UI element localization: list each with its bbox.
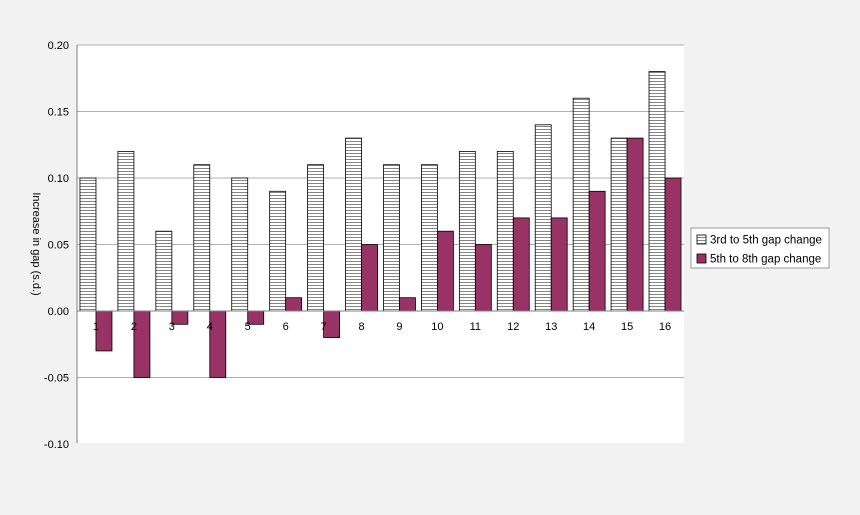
x-tick-label: 3 bbox=[169, 321, 175, 333]
bars bbox=[79, 71, 682, 378]
x-tick-label: 7 bbox=[321, 321, 327, 333]
y-tick-label: 0.00 bbox=[48, 306, 69, 318]
bar-3rd-to-5th bbox=[269, 190, 287, 312]
bar-3rd-to-5th bbox=[648, 71, 666, 312]
bar-5th-to-8th bbox=[550, 217, 568, 312]
bar-3rd-to-5th bbox=[231, 177, 249, 312]
x-tick-label: 13 bbox=[545, 321, 557, 333]
x-tick-label: 1 bbox=[93, 321, 99, 333]
bar-3rd-to-5th bbox=[79, 177, 97, 312]
x-tick-label: 2 bbox=[131, 321, 137, 333]
legend-box bbox=[690, 227, 830, 269]
legend-swatch bbox=[696, 234, 707, 245]
bar-3rd-to-5th bbox=[155, 230, 173, 312]
x-axis-ticks: 1 2 3 4 5 6 7 8 9 10 11 12 13 14 15 16 bbox=[77, 310, 684, 333]
bar-5th-to-8th bbox=[361, 244, 378, 312]
bar-3rd-to-5th bbox=[117, 150, 135, 312]
legend-label: 5th to 8th gap change bbox=[710, 254, 821, 266]
bar-3rd-to-5th bbox=[458, 150, 476, 312]
y-tick-label: 0.05 bbox=[48, 240, 69, 252]
y-tick-label: -0.10 bbox=[44, 439, 69, 451]
legend: 3rd to 5th gap change 5th to 8th gap chan… bbox=[690, 227, 830, 269]
y-tick-label: 0.15 bbox=[48, 107, 69, 119]
x-tick-label: 10 bbox=[431, 321, 443, 333]
x-tick-label: 16 bbox=[659, 321, 671, 333]
legend-label: 3rd to 5th gap change bbox=[710, 235, 822, 247]
x-tick-label: 8 bbox=[358, 321, 364, 333]
gridlines bbox=[76, 44, 684, 443]
bar-3rd-to-5th bbox=[345, 137, 362, 312]
bar-3rd-to-5th bbox=[307, 164, 324, 312]
bar-5th-to-8th bbox=[588, 190, 606, 312]
bar-3rd-to-5th bbox=[534, 124, 552, 312]
bar-3rd-to-5th bbox=[572, 97, 590, 312]
x-tick-label: 12 bbox=[507, 321, 519, 333]
bar-5th-to-8th bbox=[512, 217, 530, 312]
bar-5th-to-8th bbox=[437, 230, 454, 312]
x-tick-label: 6 bbox=[283, 321, 289, 333]
bar-5th-to-8th bbox=[399, 297, 416, 312]
bar-5th-to-8th bbox=[285, 297, 303, 312]
legend-swatch bbox=[696, 253, 707, 264]
x-tick-label: 11 bbox=[470, 321, 481, 333]
bar-3rd-to-5th bbox=[193, 164, 211, 312]
x-tick-label: 15 bbox=[621, 321, 633, 333]
x-tick-label: 4 bbox=[207, 321, 213, 333]
bar-5th-to-8th bbox=[474, 244, 492, 312]
y-tick-label: -0.05 bbox=[44, 373, 69, 385]
y-axis-ticks: 0.20 0.15 0.10 0.05 0.00 -0.05 -0.10 bbox=[44, 40, 69, 451]
bar-5th-to-8th bbox=[626, 137, 644, 312]
bar-3rd-to-5th bbox=[383, 164, 400, 312]
bar-3rd-to-5th bbox=[496, 150, 514, 312]
bar-3rd-to-5th bbox=[610, 137, 628, 312]
bar-5th-to-8th bbox=[664, 177, 682, 312]
bar-3rd-to-5th bbox=[421, 164, 438, 312]
y-tick-label: 0.20 bbox=[48, 40, 69, 52]
y-axis-label: Increase in gap (s.d.) bbox=[30, 192, 42, 295]
x-tick-label: 9 bbox=[396, 321, 402, 333]
y-tick-label: 0.10 bbox=[48, 173, 69, 185]
x-tick-label: 5 bbox=[245, 321, 251, 333]
x-tick-label: 14 bbox=[583, 321, 595, 333]
